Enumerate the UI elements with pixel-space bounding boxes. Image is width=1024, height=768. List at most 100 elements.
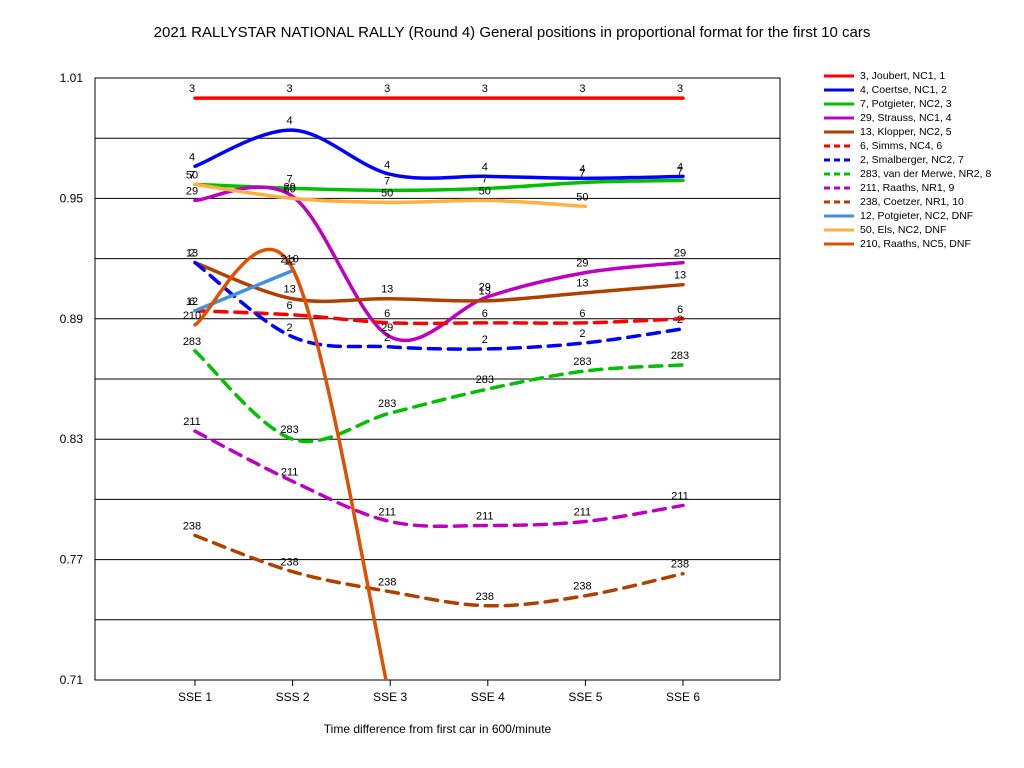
- legend-item: 238, Coetzer, NR1, 10: [822, 196, 1022, 208]
- y-tick-label: 0.83: [60, 432, 84, 446]
- legend-swatch: [824, 158, 854, 162]
- legend-swatch: [824, 228, 854, 232]
- data-point-label: 283: [476, 374, 494, 386]
- data-point-label: 211: [671, 490, 689, 502]
- data-point-label: 29: [479, 282, 491, 294]
- series-line: [193, 185, 685, 343]
- series-line: [193, 178, 685, 193]
- y-tick-label: 0.77: [60, 553, 84, 567]
- y-tick-label: 0.95: [60, 191, 84, 205]
- data-point-label: 6: [189, 296, 195, 308]
- data-point-label: 50: [479, 185, 491, 197]
- legend-label: 4, Coertse, NC1, 2: [860, 84, 947, 96]
- x-tick-label: SSE 1: [178, 690, 212, 704]
- data-point-label: 238: [183, 521, 201, 533]
- legend-swatch: [824, 214, 854, 218]
- data-point-label: 3: [677, 83, 683, 95]
- x-tick-label: SSE 4: [471, 690, 505, 704]
- data-point-label: 283: [378, 398, 396, 410]
- legend-item: 50, Els, NC2, DNF: [822, 224, 1022, 236]
- data-point-label: 211: [476, 510, 494, 522]
- legend-swatch: [824, 144, 854, 148]
- legend-swatch: [824, 102, 854, 106]
- data-point-label: 13: [674, 270, 686, 282]
- data-point-label: 13: [479, 286, 491, 298]
- legend-label: 12, Potgieter, NC2, DNF: [860, 210, 974, 222]
- x-tick-label: SSE 3: [373, 690, 407, 704]
- data-point-label: 2: [482, 334, 488, 346]
- series-line: [193, 349, 685, 444]
- y-tick-label: 1.01: [60, 71, 84, 85]
- legend-swatch: [824, 172, 854, 176]
- legend-item: 3, Joubert, NC1, 1: [822, 70, 1022, 82]
- legend-item: 12, Potgieter, NC2, DNF: [822, 210, 1022, 222]
- data-point-label: 6: [579, 308, 585, 320]
- data-point-label: 283: [573, 356, 591, 368]
- legend-label: 13, Klopper, NC2, 5: [860, 126, 952, 138]
- data-point-label: 3: [384, 83, 390, 95]
- series-line: [193, 182, 588, 209]
- legend-label: 238, Coetzer, NR1, 10: [860, 196, 964, 208]
- legend-item: 210, Raaths, NC5, DNF: [822, 238, 1022, 250]
- data-point-label: 13: [186, 248, 198, 260]
- data-point-label: 211: [378, 506, 396, 518]
- data-point-label: 3: [482, 83, 488, 95]
- data-point-label: 7: [287, 173, 293, 185]
- x-tick-label: SSS 2: [276, 690, 310, 704]
- series-line: [193, 260, 685, 351]
- data-point-label: 6: [677, 304, 683, 316]
- data-point-label: 4: [384, 159, 390, 171]
- data-point-label: 211: [281, 466, 299, 478]
- data-point-label: 238: [378, 577, 396, 589]
- data-point-label: 29: [576, 258, 588, 270]
- data-point-label: 4: [189, 151, 195, 163]
- data-point-label: 211: [574, 506, 592, 518]
- data-point-label: 2: [189, 248, 195, 260]
- data-point-label: 13: [283, 284, 295, 296]
- data-point-label: 238: [476, 591, 494, 603]
- data-point-label: 7: [384, 175, 390, 187]
- legend-item: 7, Potgieter, NC2, 3: [822, 98, 1022, 110]
- data-point-label: 29: [381, 322, 393, 334]
- data-point-label: 2: [384, 332, 390, 344]
- data-point-label: 3: [579, 83, 585, 95]
- data-point-label: 7: [189, 169, 195, 181]
- x-axis-label: Time difference from first car in 600/mi…: [323, 722, 552, 736]
- legend-swatch: [824, 242, 854, 246]
- legend-label: 7, Potgieter, NC2, 3: [860, 98, 952, 110]
- data-point-label: 210: [280, 254, 298, 266]
- x-tick-label: SSE 5: [568, 690, 602, 704]
- data-point-label: 4: [579, 163, 585, 175]
- series-line: [193, 268, 295, 313]
- legend-swatch: [824, 130, 854, 134]
- data-point-label: 283: [280, 424, 298, 436]
- legend-item: 211, Raaths, NR1, 9: [822, 182, 1022, 194]
- data-point-label: 6: [384, 308, 390, 320]
- legend-item: 283, van der Merwe, NR2, 8: [822, 168, 1022, 180]
- data-point-label: 4: [482, 161, 488, 173]
- data-point-label: 211: [183, 416, 201, 428]
- data-point-label: 238: [280, 557, 298, 569]
- data-point-label: 283: [671, 350, 689, 362]
- legend-label: 3, Joubert, NC1, 1: [860, 70, 946, 82]
- series-lines: [193, 96, 685, 680]
- legend-label: 6, Simms, NC4, 6: [860, 140, 943, 152]
- data-point-label: 4: [677, 161, 683, 173]
- y-tick-label: 0.71: [60, 673, 84, 687]
- legend-label: 2, Smalberger, NC2, 7: [860, 154, 964, 166]
- data-point-label: 3: [287, 83, 293, 95]
- plot-frame: [94, 77, 781, 681]
- data-point-label: 29: [283, 181, 295, 193]
- data-point-label: 50: [576, 191, 588, 203]
- data-point-label: 2: [579, 328, 585, 340]
- series-line: [193, 309, 685, 326]
- data-point-label: 238: [573, 581, 591, 593]
- data-point-label: 50: [186, 169, 198, 181]
- data-point-label: 7: [482, 173, 488, 185]
- data-point-label: 50: [283, 183, 295, 195]
- data-point-label: 238: [671, 559, 689, 571]
- data-point-label: 12: [186, 296, 198, 308]
- legend: 3, Joubert, NC1, 1 4, Coertse, NC1, 2 7, P…: [822, 70, 1022, 252]
